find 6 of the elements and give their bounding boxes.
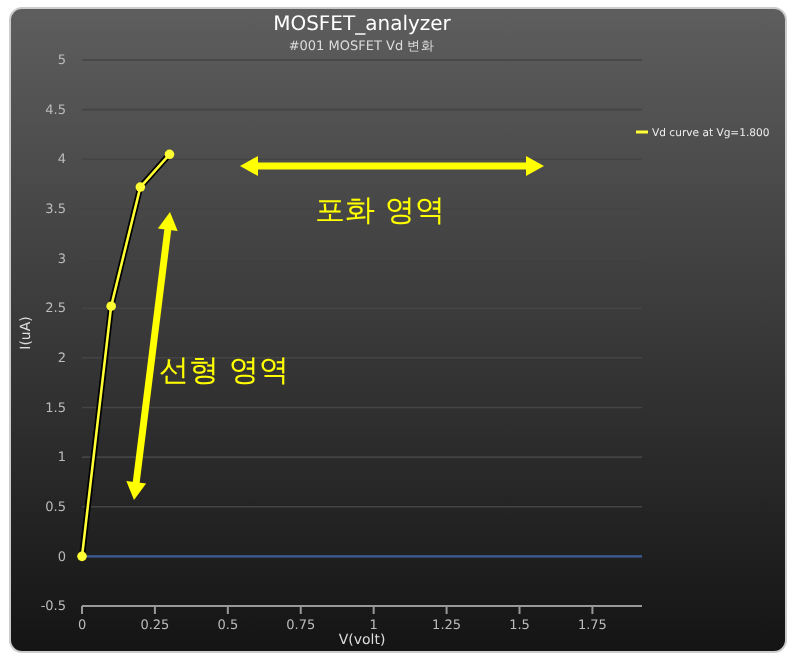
point: [106, 301, 116, 311]
point: [164, 149, 175, 160]
point: [135, 182, 146, 192]
chart-title: MOSFET_analyzer: [273, 14, 453, 36]
annotation: 포화 영역: [315, 192, 445, 228]
annotation: 선형 영역: [159, 352, 289, 388]
